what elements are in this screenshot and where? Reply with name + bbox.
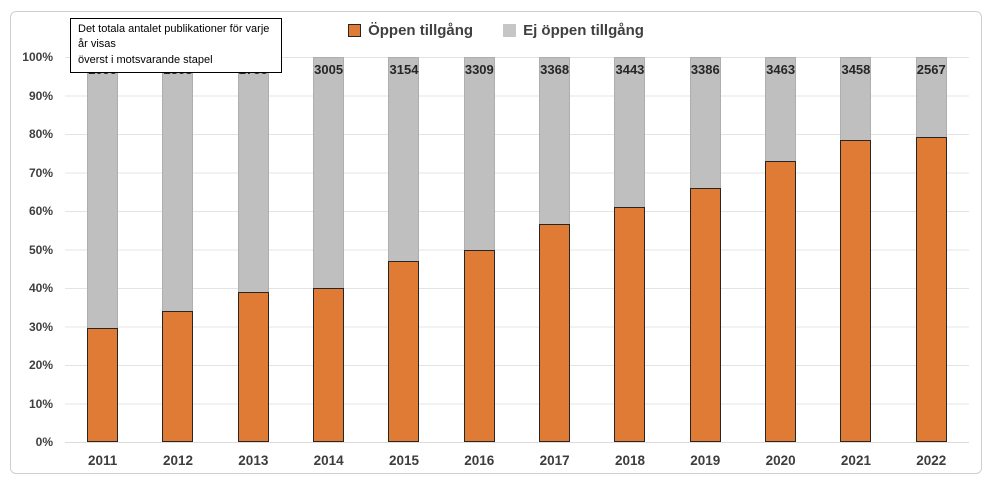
- bar-group-2022: 2567: [894, 57, 969, 442]
- bar-segment-open-access: [87, 328, 119, 442]
- y-tick-label: 0%: [35, 435, 53, 449]
- x-axis-label-2018: 2018: [614, 453, 645, 468]
- bar-stack: 2567: [915, 57, 947, 442]
- bar-segment-not-open-access: [87, 57, 119, 329]
- bar-segment-open-access: [915, 137, 947, 442]
- bar-stack: 3005: [313, 57, 345, 442]
- bar-stack: 2303: [162, 57, 194, 442]
- bar-group-2018: 3443: [592, 57, 667, 442]
- bar-stack: 3443: [614, 57, 646, 442]
- bar-group-2013: 2788: [216, 57, 291, 442]
- bar-stack: 3463: [765, 57, 797, 442]
- bar-segment-open-access: [162, 311, 194, 442]
- x-axis-label-2013: 2013: [238, 453, 269, 468]
- bar-total-label: 3386: [690, 62, 720, 77]
- bar-total-label: 3309: [464, 62, 494, 77]
- bar-segment-open-access: [388, 261, 420, 442]
- bar-total-label: 3154: [389, 62, 419, 77]
- annotation-line-2: överst i motsvarande stapel: [78, 53, 213, 66]
- bar-segment-open-access: [539, 224, 571, 442]
- bar-group-2012: 2303: [140, 57, 215, 442]
- bar-group-2011: 2099: [65, 57, 140, 442]
- x-axis-label-2019: 2019: [690, 453, 721, 468]
- y-tick-label: 80%: [28, 127, 53, 141]
- x-axis: 2011 2012 2013 2014 2015 2016 2017 2018 2019 2020…: [65, 450, 969, 472]
- bar-segment-open-access: [313, 288, 345, 442]
- bar-group-2020: 3463: [743, 57, 818, 442]
- bar-segment-open-access: [463, 249, 495, 442]
- bar-total-label: 3458: [841, 62, 871, 77]
- x-axis-label-2014: 2014: [313, 453, 344, 468]
- y-tick-label: 60%: [28, 204, 53, 218]
- annotation-line-1: Det totala antalet publikationer för var…: [78, 23, 270, 51]
- bar-segment-not-open-access: [915, 57, 947, 138]
- bar-segment-not-open-access: [539, 57, 571, 225]
- bar-segment-not-open-access: [388, 57, 420, 262]
- bar-stack: 2788: [237, 57, 269, 442]
- bar-group-2017: 3368: [517, 57, 592, 442]
- y-tick-label: 50%: [28, 242, 53, 257]
- legend: Öppen tillgång Ej öppen tillgång: [11, 22, 981, 39]
- bar-segment-open-access: [237, 291, 269, 442]
- bar-group-2021: 3458: [818, 57, 893, 442]
- x-axis-label-2016: 2016: [464, 453, 495, 468]
- legend-label: Öppen tillgång: [368, 22, 474, 39]
- bar-segment-not-open-access: [689, 57, 721, 188]
- bar-segment-not-open-access: [313, 57, 345, 288]
- y-tick-label: 40%: [28, 281, 53, 295]
- bar-total-label: 3443: [615, 62, 645, 77]
- bar-segment-open-access: [840, 139, 872, 442]
- bar-stack: 2099: [87, 57, 119, 442]
- bar-stack: 3154: [388, 57, 420, 442]
- bar-group-2015: 3154: [366, 57, 441, 442]
- y-tick-label: 30%: [28, 319, 53, 334]
- bar-total-label: 3368: [540, 62, 570, 77]
- x-axis-label-2017: 2017: [539, 453, 570, 468]
- legend-item-open: Öppen tillgång: [348, 22, 473, 39]
- y-axis: 0% 10% 20% 30% 40% 50% 60% 70% 80% 90% 100%: [11, 50, 57, 449]
- legend-item-closed: Ej öppen tillgång: [503, 22, 644, 39]
- bar-segment-not-open-access: [765, 57, 797, 161]
- bar-stack: 3368: [539, 57, 571, 442]
- bar-segment-open-access: [689, 187, 721, 442]
- annotation-box: Det totala antalet publikationer för var…: [70, 18, 282, 74]
- bar-group-2014: 3005: [291, 57, 366, 442]
- bar-segment-open-access: [765, 160, 797, 442]
- x-axis-label-2022: 2022: [916, 453, 947, 468]
- plot-area: 2099 2303 2788 3005 3154 3309 3368 3443 3386 3463…: [65, 57, 969, 443]
- bar-segment-not-open-access: [237, 57, 269, 292]
- y-tick-label: 100%: [22, 50, 53, 64]
- y-tick-label: 20%: [28, 358, 53, 372]
- y-tick-label: 70%: [28, 165, 53, 180]
- bar-segment-not-open-access: [614, 57, 646, 208]
- bar-segment-not-open-access: [162, 57, 194, 312]
- bar-total-label: 3463: [766, 62, 796, 77]
- bar-group-2019: 3386: [668, 57, 743, 442]
- y-tick-label: 10%: [28, 396, 53, 411]
- bar-stack: 3386: [689, 57, 721, 442]
- bar-segment-open-access: [614, 207, 646, 442]
- bar-segment-not-open-access: [840, 57, 872, 140]
- bar-group-2016: 3309: [442, 57, 517, 442]
- bar-stack: 3309: [463, 57, 495, 442]
- not-open-access-swatch-icon: [503, 24, 517, 37]
- y-tick-label: 90%: [28, 88, 53, 103]
- bar-total-label: 3005: [314, 62, 344, 77]
- x-axis-label-2021: 2021: [840, 453, 871, 468]
- bar-segment-not-open-access: [463, 57, 495, 250]
- x-axis-label-2020: 2020: [765, 453, 796, 468]
- open-access-swatch-icon: [348, 24, 362, 37]
- x-axis-label-2015: 2015: [388, 453, 419, 468]
- chart-card: Det totala antalet publikationer för var…: [10, 11, 982, 474]
- legend-label: Ej öppen tillgång: [523, 22, 644, 39]
- bar-stack: 3458: [840, 57, 872, 442]
- x-axis-label-2012: 2012: [162, 453, 194, 468]
- x-axis-label-2011: 2011: [88, 453, 118, 468]
- bar-total-label: 2567: [916, 62, 946, 77]
